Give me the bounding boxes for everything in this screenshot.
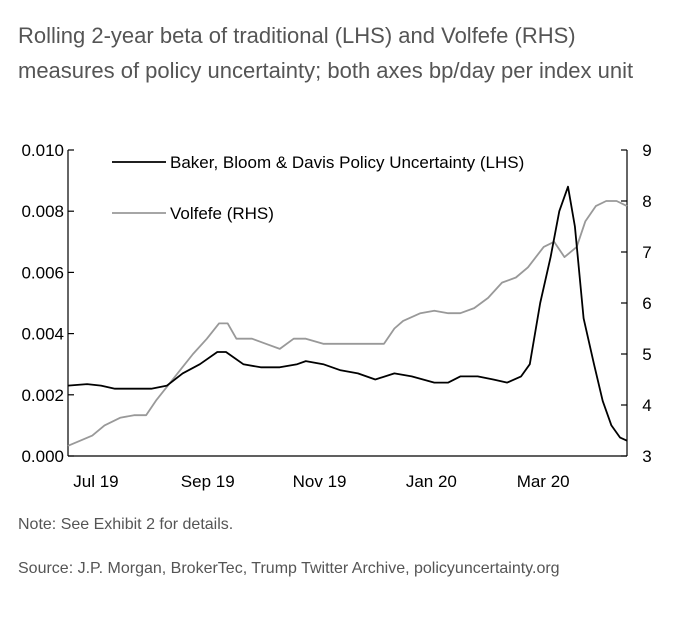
chart-title: Rolling 2-year beta of traditional (LHS)… — [18, 23, 634, 83]
left-axis-tick-label: 0.010 — [21, 141, 64, 160]
legend-label-volfefe: Volfefe (RHS) — [170, 204, 274, 223]
right-axis-tick-label: 6 — [642, 294, 651, 313]
chart: 0.000 0.002 0.004 0.006 0.008 0.010 3 4 5 6 7 8 9 Jul… — [21, 141, 651, 491]
right-axis-tick-label: 8 — [642, 192, 651, 211]
x-axis-tick-label: Sep 19 — [181, 472, 235, 491]
x-axis-tick-label: Jul 19 — [73, 472, 118, 491]
source-text: Source: J.P. Morgan, BrokerTec, Trump Tw… — [18, 560, 560, 577]
left-axis-tick-label: 0.006 — [21, 263, 64, 282]
legend-label-traditional: Baker, Bloom & Davis Policy Uncertainty … — [170, 153, 524, 172]
left-axis-tick-label: 0.000 — [21, 447, 64, 466]
left-axis-tick-label: 0.002 — [21, 386, 64, 405]
series-line-traditional — [67, 185, 628, 442]
right-axis-tick-label: 9 — [642, 141, 651, 160]
right-axis-tick-label: 7 — [642, 243, 651, 262]
chart-axes: 0.000 0.002 0.004 0.006 0.008 0.010 3 4 5 6 7 8 9 Jul… — [21, 141, 651, 491]
chart-lines — [67, 185, 628, 447]
x-axis-tick-label: Jan 20 — [406, 472, 457, 491]
left-axis-tick-label: 0.008 — [21, 202, 64, 221]
left-axis-tick-label: 0.004 — [21, 325, 64, 344]
right-axis-tick-label: 4 — [642, 396, 651, 415]
x-axis-tick-label: Mar 20 — [517, 472, 570, 491]
chart-legend: Baker, Bloom & Davis Policy Uncertainty … — [112, 153, 524, 223]
right-axis-tick-label: 5 — [642, 345, 651, 364]
note-text: Note: See Exhibit 2 for details. — [18, 516, 234, 533]
x-axis-tick-label: Nov 19 — [293, 472, 347, 491]
right-axis-tick-label: 3 — [642, 447, 651, 466]
series-line-volfefe — [67, 200, 628, 447]
